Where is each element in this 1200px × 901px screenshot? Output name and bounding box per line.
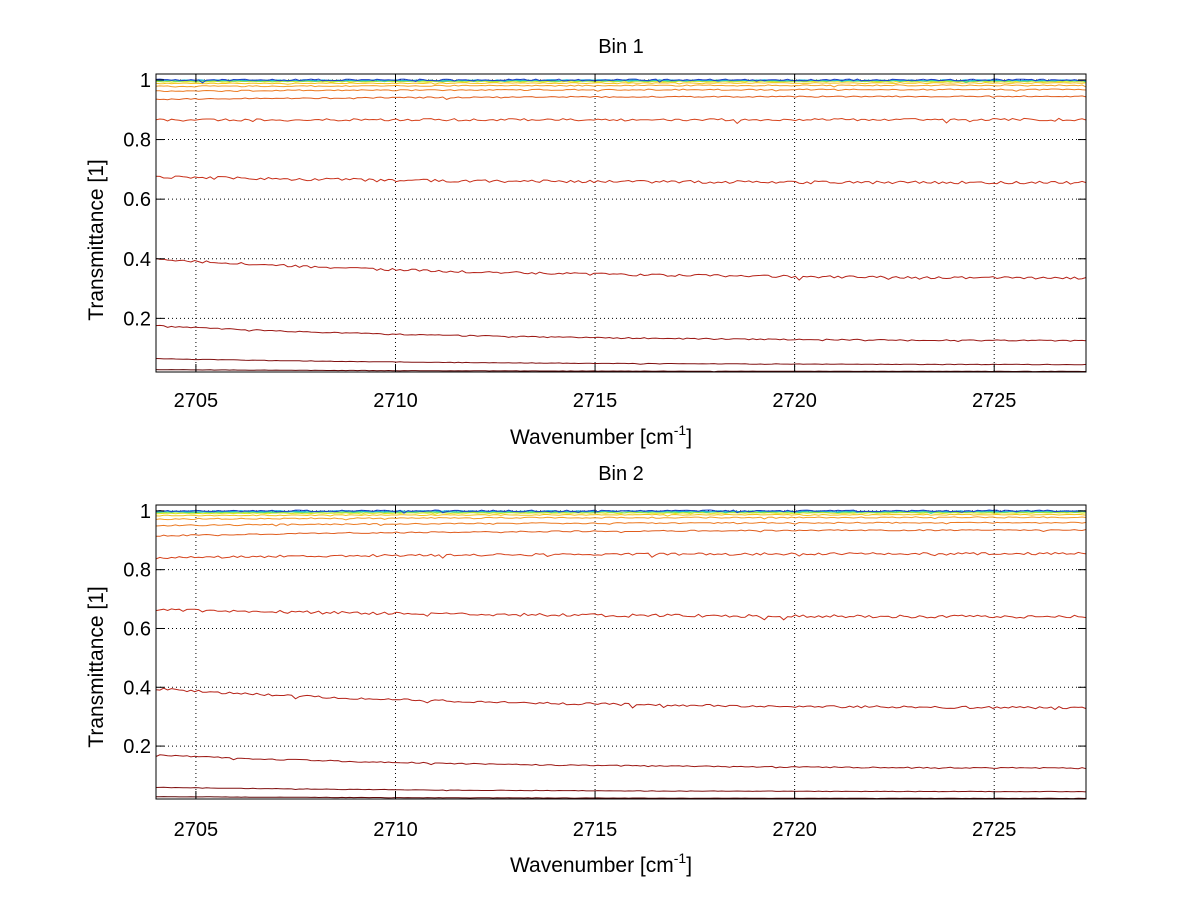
series-line-s8 — [155, 521, 1087, 527]
x-tick-label: 2710 — [373, 390, 418, 412]
chart-title: Bin 2 — [598, 463, 644, 485]
x-tick-label: 2725 — [972, 390, 1017, 412]
y-tick-label: 1 — [140, 70, 151, 92]
y-tick-label: 0.4 — [123, 677, 151, 699]
panel-bin-1: 2705 2710 2715 2720 2725 0.2 0.4 0.6 0.8 1 Bin 1 Wa… — [85, 36, 1087, 449]
x-tick-label: 2715 — [573, 390, 618, 412]
y-tick-label: 0.2 — [123, 736, 151, 758]
series-line-s9 — [155, 95, 1087, 101]
series-line-s1 — [155, 78, 1087, 84]
x-tick-label: 2725 — [972, 819, 1017, 841]
series-line-s9 — [156, 529, 1087, 537]
series-line-s10 — [155, 551, 1087, 560]
y-tick-label: 0.2 — [123, 308, 151, 330]
series-group — [155, 78, 1087, 373]
series-line-s7 — [155, 84, 1087, 88]
axes-box — [155, 73, 1087, 373]
series-line-s1 — [155, 509, 1087, 514]
y-axis-label: Transmittance [1] — [85, 586, 108, 747]
y-tick-label: 0.8 — [123, 130, 151, 152]
y-tick-label: 1 — [140, 501, 151, 523]
y-tick-label: 0.4 — [123, 249, 151, 271]
x-axis-label: Wavenumber [cm-1] — [510, 422, 692, 449]
series-line-s12 — [155, 257, 1087, 281]
series-line-s4 — [155, 511, 1086, 514]
plot-area — [156, 505, 1086, 799]
series-line-s15 — [156, 796, 1087, 800]
series-line-s11 — [155, 608, 1087, 621]
chart-title: Bin 1 — [598, 36, 644, 58]
x-tick-label: 2720 — [772, 390, 817, 412]
axes-box — [155, 504, 1087, 800]
series-line-s7 — [155, 516, 1087, 521]
y-tick-label: 0.8 — [123, 560, 151, 582]
series-group — [155, 509, 1087, 800]
y-tick-label: 0.6 — [123, 189, 151, 211]
y-tick-label: 0.6 — [123, 618, 151, 640]
plot-area — [156, 74, 1086, 372]
x-tick-label: 2705 — [174, 390, 219, 412]
panel-bin-2: 2705 2710 2715 2720 2725 0.2 0.4 0.6 0.8 1 Bin 2 Wa… — [85, 463, 1087, 877]
y-axis-label: Transmittance [1] — [85, 159, 108, 320]
series-line-s10 — [155, 117, 1087, 125]
x-tick-label: 2705 — [174, 819, 219, 841]
x-axis-label: Wavenumber [cm-1] — [510, 850, 692, 877]
x-tick-label: 2710 — [373, 819, 418, 841]
series-line-s6 — [155, 513, 1087, 517]
series-line-s6 — [155, 81, 1087, 85]
series-line-s14 — [155, 786, 1087, 793]
x-tick-label: 2720 — [772, 819, 817, 841]
series-line-s13 — [155, 324, 1087, 343]
series-line-s8 — [155, 88, 1087, 93]
series-line-s13 — [155, 754, 1087, 770]
series-line-s11 — [155, 175, 1087, 185]
series-line-s12 — [155, 687, 1087, 711]
series-line-s15 — [155, 369, 1086, 373]
series-line-s14 — [155, 358, 1087, 366]
x-tick-label: 2715 — [573, 819, 618, 841]
